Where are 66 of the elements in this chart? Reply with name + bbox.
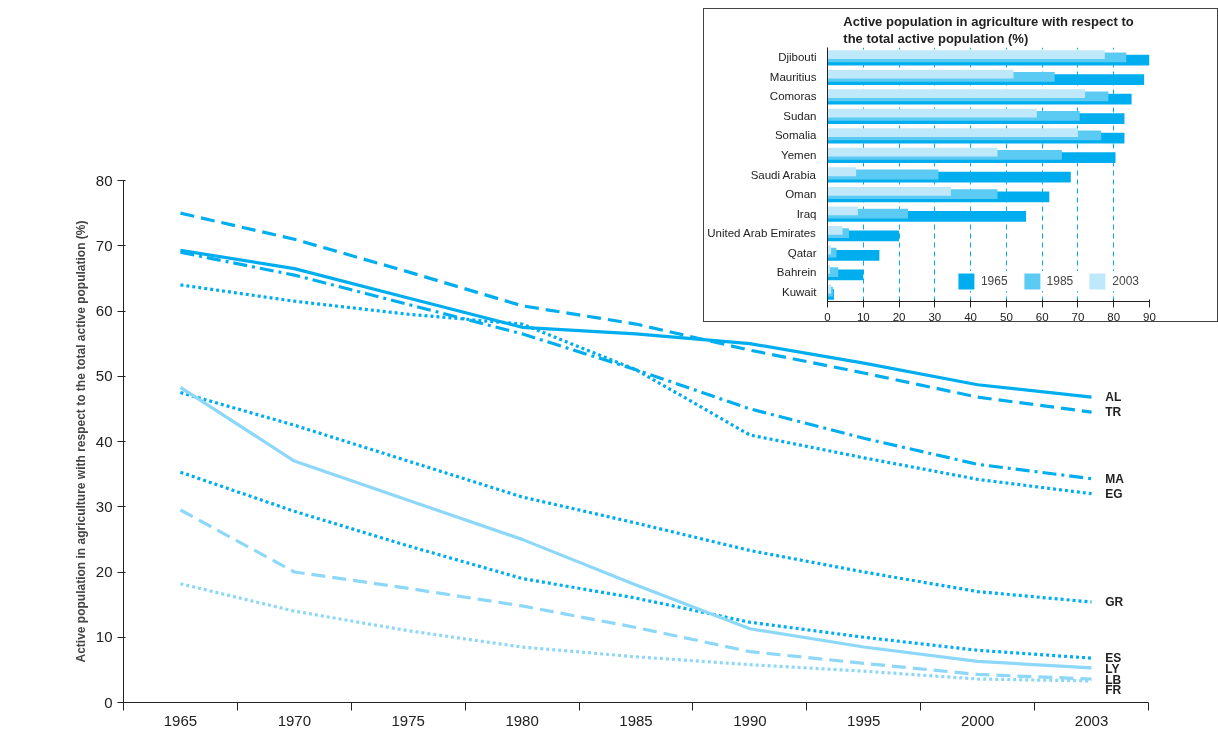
- x-tick-label: 1990: [733, 711, 767, 729]
- series-label: GR: [1105, 595, 1124, 610]
- x-tick-label: 2000: [960, 711, 995, 729]
- y-tick-label: 30: [95, 497, 113, 515]
- y-tick-label: Yemen: [781, 148, 817, 161]
- bar: [827, 186, 951, 196]
- x-tick-label: 90: [1143, 310, 1156, 323]
- legend-label: 1985: [1046, 274, 1074, 288]
- y-tick-label: Qatar: [787, 246, 817, 259]
- bar: [827, 50, 1105, 59]
- line-series: [178, 385, 1094, 670]
- y-tick-label: Saudi Arabia: [750, 168, 817, 181]
- line-series: [178, 211, 1094, 414]
- y-tick-label: Somalia: [774, 129, 818, 142]
- x-tick-label: 1985: [619, 711, 653, 729]
- x-tick-label: 30: [928, 310, 942, 323]
- bar: [827, 206, 858, 216]
- legend-label: 1965: [980, 274, 1008, 288]
- bar: [827, 225, 843, 235]
- y-tick-label: 0: [104, 693, 113, 711]
- series-label: TR: [1105, 405, 1122, 420]
- y-tick-label: 70: [95, 236, 113, 254]
- y-tick-label: Bahrein: [776, 266, 817, 279]
- bar: [827, 128, 1078, 138]
- y-tick-label: 20: [95, 563, 113, 580]
- y-tick-label: Iraq: [796, 207, 817, 220]
- bar: [827, 108, 1037, 118]
- series-label: FR: [1105, 683, 1122, 698]
- x-tick-label: 80: [1107, 310, 1121, 323]
- y-tick-label: United Arab Emirates: [707, 227, 817, 240]
- bar: [827, 147, 998, 157]
- y-tick-label: Comoras: [769, 90, 817, 103]
- x-tick-label: 20: [892, 310, 906, 323]
- legend-label: 2003: [1112, 274, 1139, 288]
- y-tick-label: Djibouti: [778, 51, 817, 64]
- series-label: LY: [1105, 661, 1120, 676]
- y-tick-label: Sudan: [783, 109, 817, 122]
- x-tick-label: 40: [964, 310, 978, 323]
- x-tick-label: 1965: [163, 711, 198, 729]
- y-tick-label: Oman: [785, 188, 817, 201]
- series-label: MA: [1105, 471, 1125, 486]
- y-tick-label: Kuwait: [781, 285, 818, 298]
- x-tick-label: 60: [1035, 310, 1049, 323]
- x-tick-label: 2003: [1074, 711, 1109, 729]
- y-tick-label: 40: [95, 432, 113, 450]
- y-tick-label: 80: [95, 171, 113, 189]
- y-tick-label: 10: [95, 628, 113, 646]
- series-label: EG: [1105, 486, 1123, 501]
- series-label: AL: [1105, 390, 1122, 405]
- x-tick-label: 1980: [505, 711, 539, 729]
- line-series: [178, 390, 1094, 604]
- y-tick-label: 50: [95, 367, 113, 385]
- bar: [827, 69, 1014, 79]
- x-tick-label: 1995: [847, 711, 881, 729]
- line-series: [178, 470, 1094, 660]
- chart-title: Active population in agriculture with respect to the total active population (%): [843, 14, 1134, 46]
- y-tick-label: Mauritius: [769, 70, 817, 83]
- bar: [827, 89, 1086, 99]
- x-tick-label: 1975: [391, 711, 425, 729]
- x-tick-label: 1970: [277, 711, 312, 729]
- x-tick-label: 10: [856, 310, 870, 323]
- bar: [827, 167, 857, 177]
- x-tick-label: 70: [1071, 310, 1085, 323]
- x-tick-label: 50: [999, 310, 1013, 323]
- x-tick-label: 0: [824, 310, 831, 323]
- y-axis-title: Active population in agriculture with respect to the total active population (%): [73, 220, 88, 663]
